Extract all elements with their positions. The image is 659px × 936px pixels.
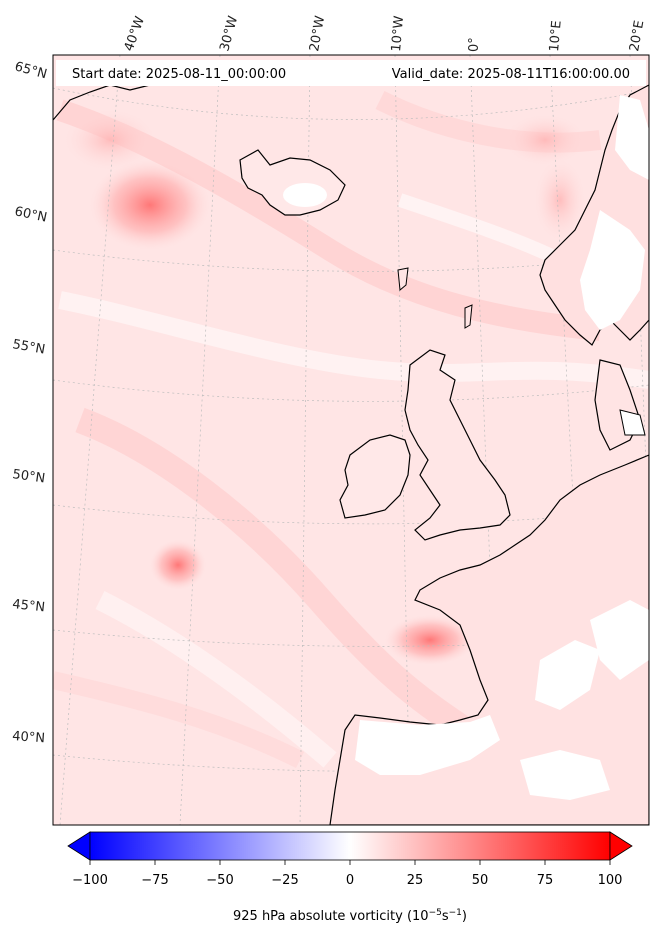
- lat-label-55n: 55°N: [11, 337, 46, 357]
- iceland: [239, 149, 346, 216]
- latitude-labels: 65°N 60°N 55°N 50°N 45°N 40°N: [11, 59, 48, 746]
- header-box: [56, 60, 646, 86]
- great-britain: [404, 349, 511, 541]
- colorbar-tick-label: 75: [537, 873, 554, 888]
- colorbar-tick-label: −25: [271, 873, 298, 888]
- ireland: [339, 434, 411, 519]
- lon-label-40w: 40°W: [122, 14, 148, 53]
- colorbar-label-prefix: 925 hPa absolute vorticity (10: [233, 909, 429, 924]
- colorbar-label-exp2: −1: [449, 908, 462, 918]
- colorbar-max-arrow: [609, 831, 633, 861]
- colorbar-tick-label: 100: [598, 873, 623, 888]
- lat-label-60n: 60°N: [13, 204, 48, 225]
- colorbar-label-suffix: ): [462, 909, 467, 924]
- lon-label-10w: 10°W: [389, 15, 407, 52]
- colorbar-tick-label: 50: [472, 873, 489, 888]
- vorticity-field: [53, 55, 649, 825]
- map-frame: [52, 54, 650, 826]
- colorbar-gradient: [89, 831, 611, 861]
- valid-date-text: Valid_date: 2025-08-11T16:00:00.00: [392, 67, 630, 82]
- colorbar-tick-label: −75: [141, 873, 168, 888]
- colorbar-tick-label: 0: [346, 873, 354, 888]
- lat-label-45n: 45°N: [12, 597, 46, 615]
- longitude-labels: 40°W 30°W 20°W 10°W 0° 10°E 20°E: [122, 14, 648, 53]
- scandinavia: [539, 84, 649, 451]
- lon-label-10e: 10°E: [547, 20, 565, 52]
- colorbar-label: 925 hPa absolute vorticity (10−5s−1): [233, 908, 467, 924]
- lat-label-65n: 65°N: [13, 59, 49, 82]
- faroe-islands: [397, 267, 409, 291]
- colorbar-tick-label: −50: [206, 873, 233, 888]
- colorbar-ticks: −100 −75 −50 −25 0 25 50 75 100: [72, 860, 622, 888]
- lat-label-50n: 50°N: [11, 467, 46, 486]
- colorbar-min-arrow: [67, 831, 91, 861]
- lon-label-20e: 20°E: [627, 19, 647, 52]
- continental-europe: [329, 454, 649, 825]
- start-date-text: Start date: 2025-08-11_00:00:00: [72, 67, 286, 82]
- colorbar-label-exp1: −5: [429, 908, 442, 918]
- lon-label-20w: 20°W: [307, 15, 328, 53]
- colorbar-tick-label: 25: [407, 873, 424, 888]
- lon-label-0: 0°: [467, 37, 482, 52]
- colorbar: −100 −75 −50 −25 0 25 50 75 100 925 hPa absolute…: [67, 831, 633, 924]
- lat-label-40n: 40°N: [12, 729, 46, 746]
- shetland-islands: [464, 304, 473, 329]
- lon-label-30w: 30°W: [217, 14, 241, 53]
- colorbar-tick-label: −100: [72, 873, 108, 888]
- colorbar-label-mid: s: [442, 909, 449, 924]
